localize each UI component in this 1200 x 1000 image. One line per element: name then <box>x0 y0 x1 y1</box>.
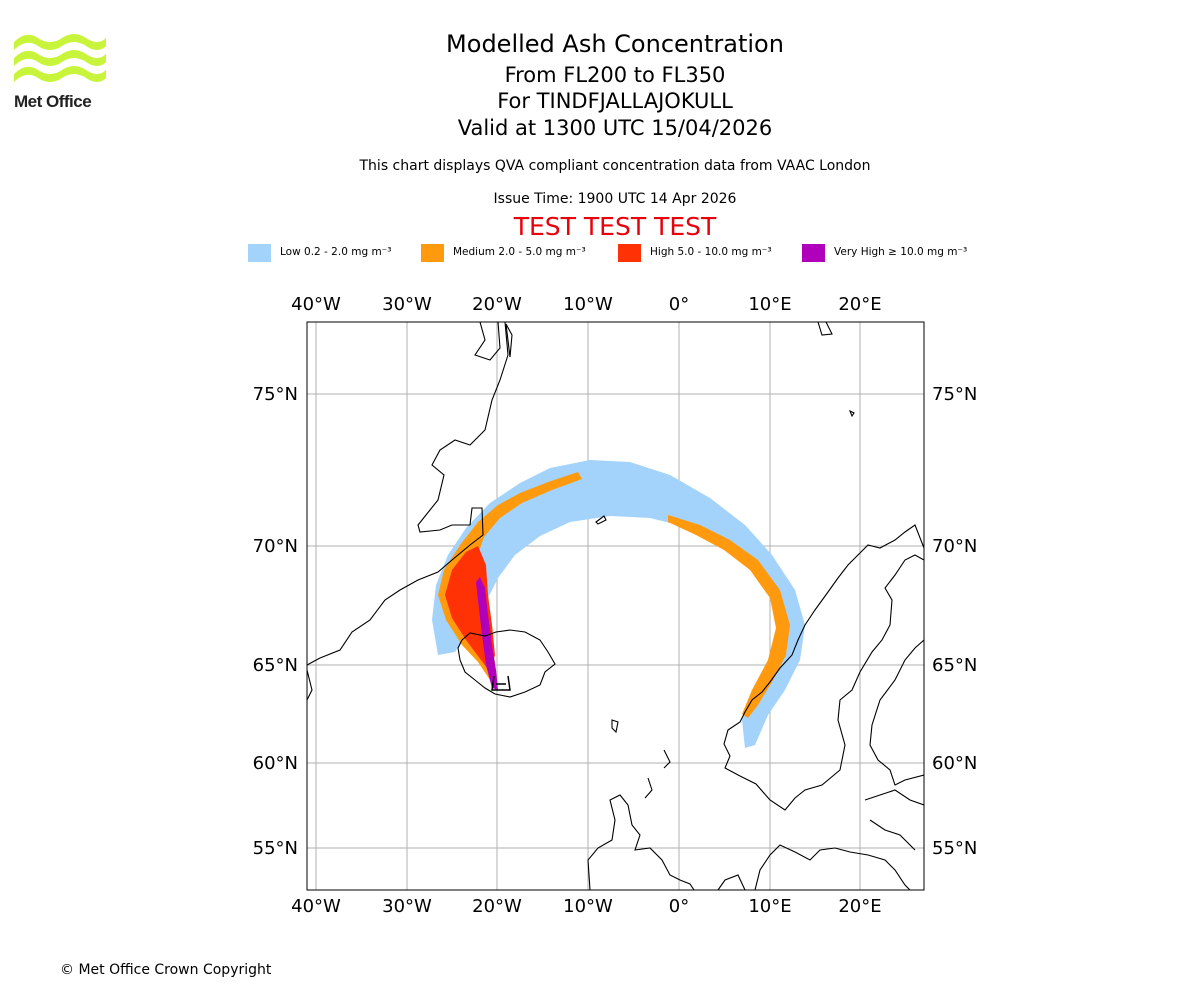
lat-label: 55°N <box>253 838 298 859</box>
lat-label: 70°N <box>253 536 298 557</box>
legend-label-high: High 5.0 - 10.0 mg m⁻³ <box>650 246 772 258</box>
lon-label: 10°E <box>748 896 791 917</box>
lon-label: 30°W <box>382 294 432 315</box>
lon-labels-top: 40°W 30°W 20°W 10°W 0° 10°E 20°E <box>291 294 881 315</box>
legend-label-low: Low 0.2 - 2.0 mg m⁻³ <box>280 246 392 258</box>
legend-label-very-high: Very High ≥ 10.0 mg m⁻³ <box>834 246 968 258</box>
lon-label: 0° <box>669 294 689 315</box>
volcano-name: For TINDFJALLAJOKULL <box>497 89 733 113</box>
lon-label: 20°W <box>472 896 522 917</box>
compliance-note: This chart displays QVA compliant concen… <box>359 158 871 174</box>
lat-label: 65°N <box>253 655 298 676</box>
lon-label: 20°W <box>472 294 522 315</box>
lat-label: 70°N <box>932 536 977 557</box>
graticule <box>307 322 924 890</box>
lon-label: 40°W <box>291 294 341 315</box>
legend-swatch-high <box>618 244 641 262</box>
ash-medium-band-east <box>668 515 790 718</box>
lon-label: 20°E <box>838 294 881 315</box>
ash-high-area <box>445 546 495 672</box>
map-frame <box>306 321 925 891</box>
coastlines <box>307 322 924 890</box>
lon-label: 20°E <box>838 896 881 917</box>
map-content <box>307 322 924 890</box>
flight-levels: From FL200 to FL350 <box>504 63 726 87</box>
lon-label: 10°W <box>563 896 613 917</box>
lat-label: 65°N <box>932 655 977 676</box>
lon-label: 10°E <box>748 294 791 315</box>
legend-swatch-low <box>248 244 271 262</box>
legend-swatch-very-high <box>802 244 825 262</box>
issue-time: Issue Time: 1900 UTC 14 Apr 2026 <box>493 191 737 207</box>
valid-time: Valid at 1300 UTC 15/04/2026 <box>457 116 773 140</box>
test-banner: TEST TEST TEST <box>513 212 717 241</box>
chart-title: Modelled Ash Concentration <box>446 30 784 58</box>
lon-label: 40°W <box>291 896 341 917</box>
volcano-marker-icon <box>491 675 511 691</box>
lat-labels-left: 75°N 70°N 65°N 60°N 55°N <box>253 384 298 859</box>
lat-label: 75°N <box>253 384 298 405</box>
legend-swatch-medium <box>421 244 444 262</box>
lat-label: 55°N <box>932 838 977 859</box>
lat-label: 60°N <box>253 753 298 774</box>
lat-label: 75°N <box>932 384 977 405</box>
lat-labels-right: 75°N 70°N 65°N 60°N 55°N <box>932 384 977 859</box>
lon-label: 30°W <box>382 896 432 917</box>
lon-labels-bottom: 40°W 30°W 20°W 10°W 0° 10°E 20°E <box>291 896 881 917</box>
legend-label-medium: Medium 2.0 - 5.0 mg m⁻³ <box>453 246 586 258</box>
lat-label: 60°N <box>932 753 977 774</box>
logo-text: Met Office <box>14 92 92 111</box>
ash-very-high-area <box>476 577 498 690</box>
met-office-logo: Met Office <box>14 30 109 115</box>
lon-label: 10°W <box>563 294 613 315</box>
lon-label: 0° <box>669 896 689 917</box>
copyright: © Met Office Crown Copyright <box>60 962 272 978</box>
met-office-waves-icon <box>14 34 106 82</box>
